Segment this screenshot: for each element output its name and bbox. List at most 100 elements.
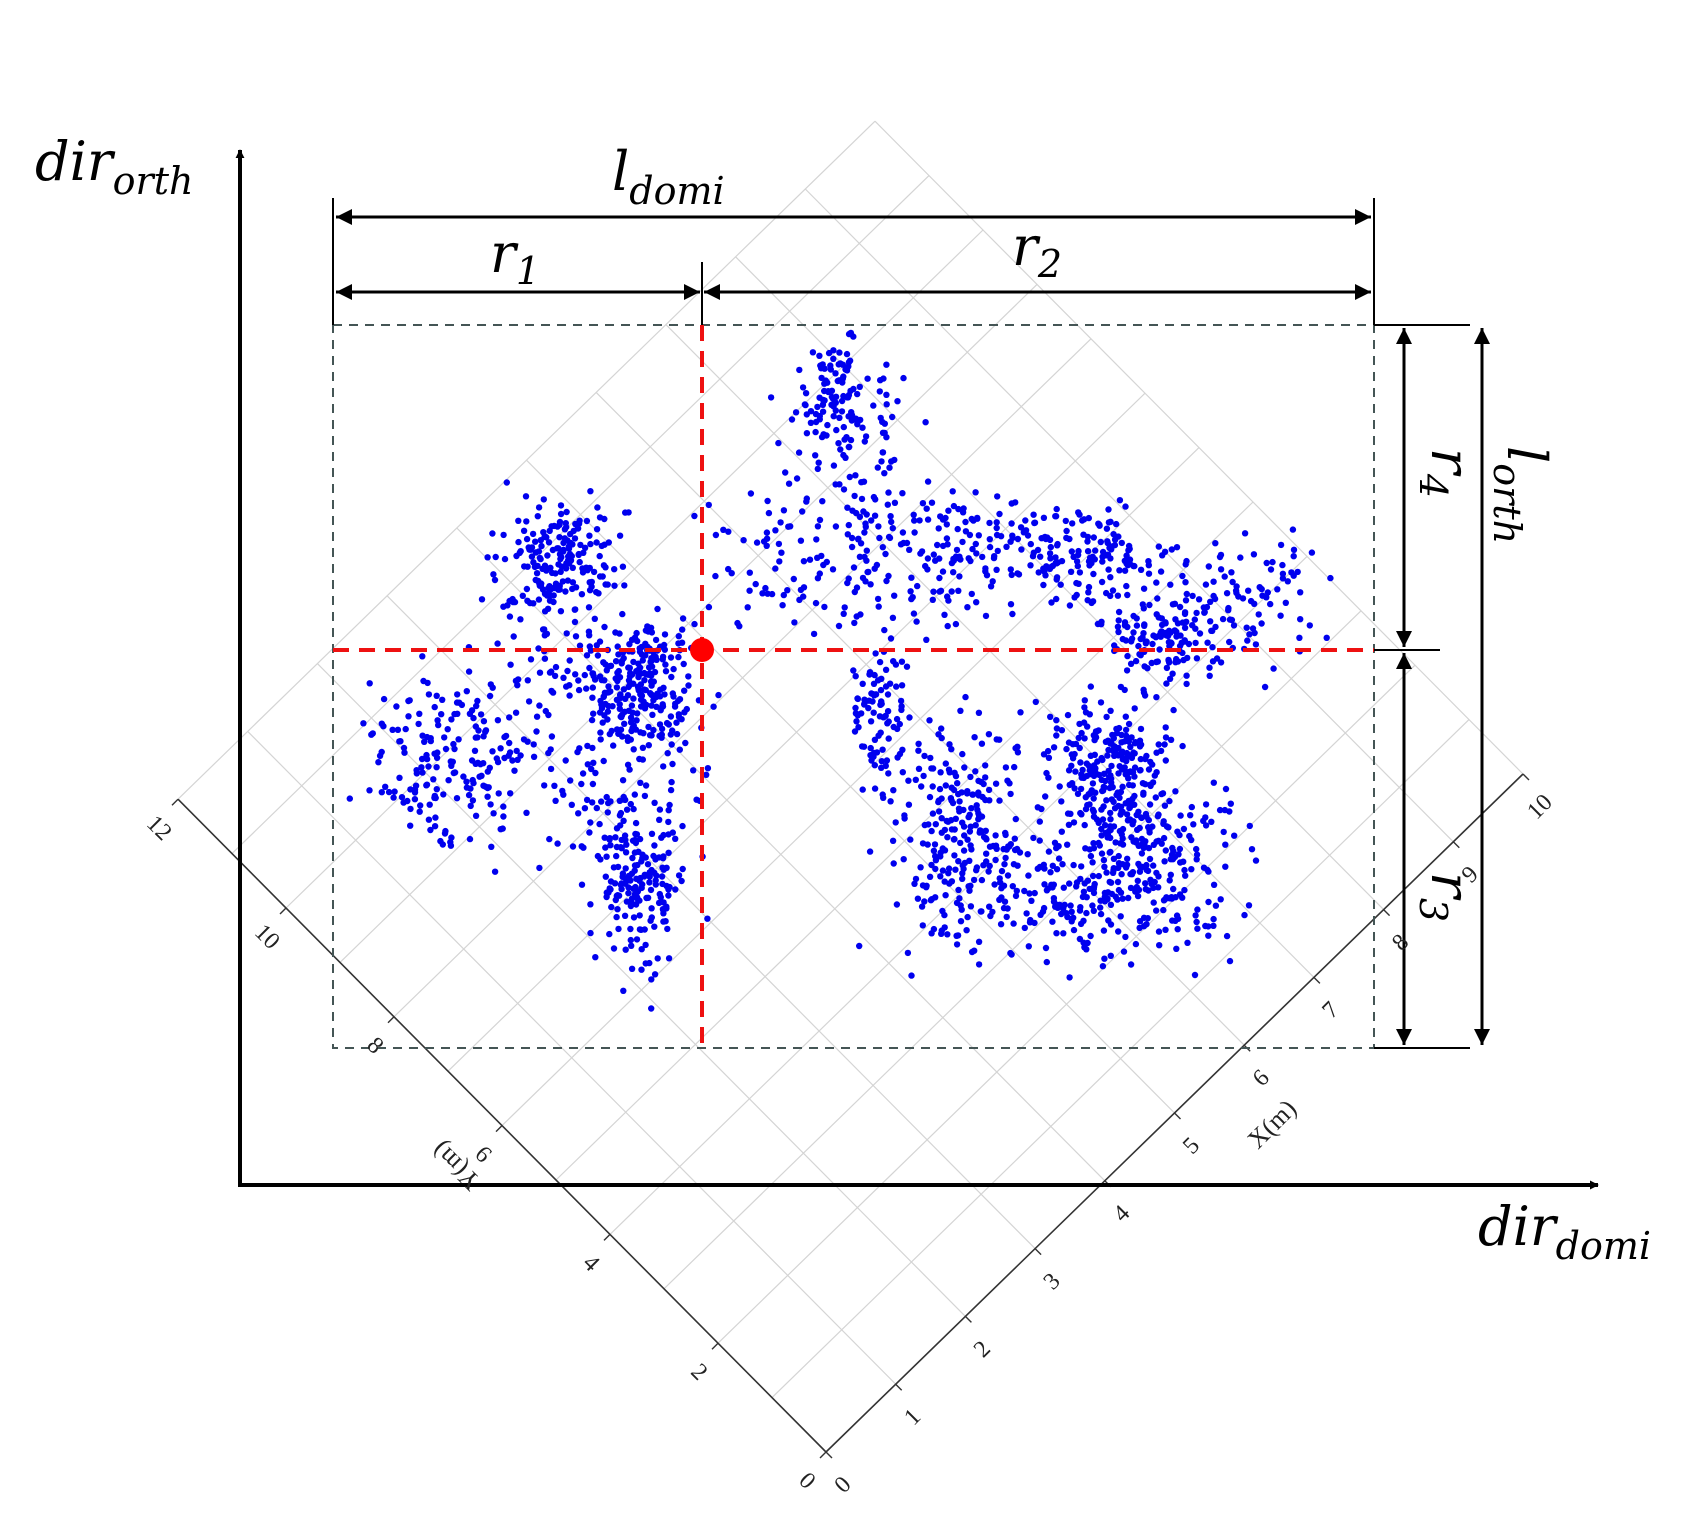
data-point [1145, 824, 1152, 831]
data-point [854, 390, 861, 398]
data-point [653, 872, 660, 879]
data-point [1174, 620, 1182, 627]
data-point [1031, 889, 1038, 897]
data-point [1247, 597, 1255, 605]
data-point [554, 545, 561, 552]
data-point [589, 799, 596, 806]
data-point [616, 692, 624, 699]
data-point [1209, 644, 1216, 651]
grid-line-y [663, 610, 1362, 1290]
data-point [896, 720, 903, 728]
data-point [610, 742, 617, 749]
data-point [1123, 757, 1130, 765]
data-point [740, 537, 747, 544]
data-point [1064, 841, 1071, 848]
data-point [593, 526, 601, 533]
data-point [601, 834, 608, 841]
data-point [920, 772, 927, 780]
data-point [548, 569, 556, 577]
data-point [1327, 574, 1334, 582]
data-point [588, 765, 595, 773]
data-point [466, 835, 474, 843]
data-point [1085, 514, 1093, 522]
data-point [875, 603, 882, 610]
data-point [521, 563, 528, 570]
data-point [929, 810, 937, 817]
data-point [665, 886, 672, 893]
data-point [622, 865, 629, 872]
data-point [425, 691, 433, 698]
data-point [1063, 745, 1070, 753]
data-point [887, 513, 894, 520]
data-point [645, 742, 652, 749]
data-point [1058, 798, 1065, 805]
data-point [490, 571, 497, 578]
data-point [385, 788, 393, 796]
data-point [668, 778, 675, 786]
data-point [648, 830, 656, 837]
data-point [1126, 556, 1134, 563]
data-point [1173, 945, 1180, 952]
data-point [596, 552, 603, 560]
data-point [473, 702, 480, 710]
data-point [472, 812, 480, 819]
data-point [1095, 872, 1103, 880]
data-point [413, 767, 420, 774]
data-point [1223, 932, 1231, 940]
data-point [1087, 683, 1095, 690]
data-point [830, 413, 837, 420]
data-point [1060, 930, 1067, 937]
data-point [942, 760, 949, 767]
data-point [1047, 713, 1054, 720]
data-point [540, 496, 547, 503]
data-point [586, 579, 593, 586]
data-point [830, 355, 837, 362]
data-point [1152, 634, 1160, 641]
data-point [923, 505, 930, 512]
data-point [1143, 866, 1150, 874]
data-point [578, 843, 585, 850]
data-point [956, 798, 963, 805]
data-point [579, 565, 586, 572]
data-point [989, 578, 996, 585]
data-point [852, 673, 859, 680]
data-point [838, 408, 846, 415]
data-point [991, 881, 998, 888]
data-point [491, 868, 499, 875]
data-point [599, 719, 606, 726]
data-point [1140, 914, 1148, 921]
data-point [549, 689, 557, 696]
data-point [1141, 663, 1148, 670]
data-point [944, 622, 951, 630]
data-point [841, 604, 848, 611]
data-point [886, 464, 893, 471]
data-point [1282, 599, 1290, 606]
data-point [1116, 827, 1124, 835]
data-point [1084, 548, 1092, 555]
data-point [861, 438, 868, 445]
data-point [520, 527, 528, 534]
data-point [1108, 739, 1115, 747]
data-point [824, 421, 831, 429]
data-point [433, 754, 441, 761]
data-point [847, 387, 854, 395]
data-point [585, 604, 593, 611]
x-tick-mark [1452, 841, 1460, 849]
data-point [1308, 549, 1316, 556]
data-point [893, 715, 901, 723]
data-point [1134, 826, 1141, 833]
data-point [915, 747, 922, 754]
data-point [879, 544, 886, 551]
data-point [1131, 705, 1138, 712]
data-point [465, 791, 473, 799]
data-point [1115, 852, 1122, 860]
data-point [1245, 587, 1252, 594]
data-point [632, 830, 639, 838]
data-point [416, 808, 423, 815]
data-point [1159, 790, 1167, 797]
data-point [938, 815, 945, 822]
data-point [965, 813, 972, 821]
data-point [996, 510, 1003, 518]
data-point [594, 652, 602, 659]
data-point [859, 574, 867, 582]
